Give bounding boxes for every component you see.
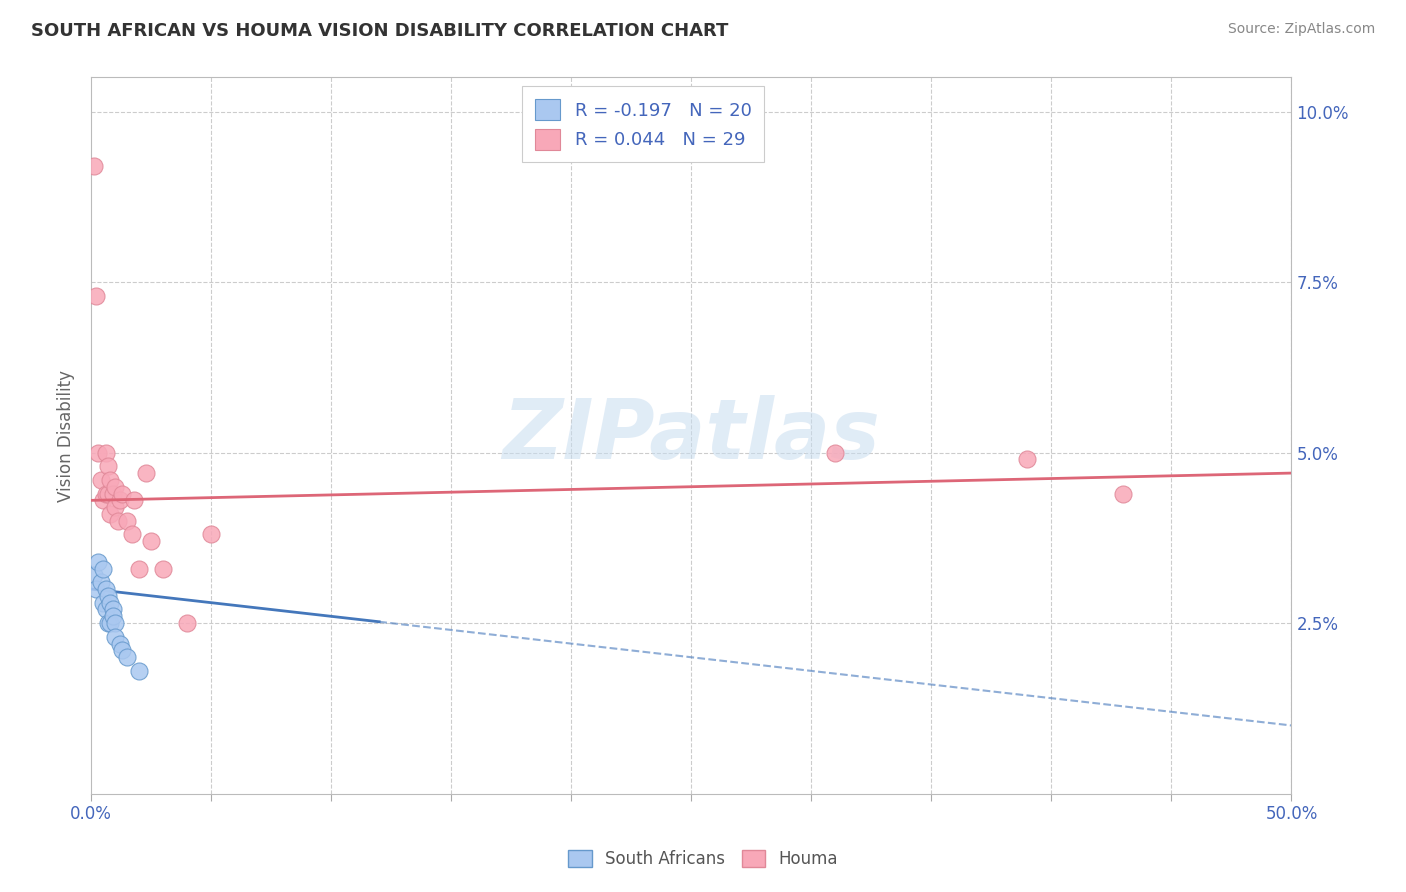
- Text: ZIPatlas: ZIPatlas: [502, 395, 880, 476]
- Point: [1112, 486, 1135, 500]
- Point: [84, 289, 107, 303]
- Point: [91, 561, 114, 575]
- Point: [98, 473, 121, 487]
- Point: [84, 582, 107, 596]
- Point: [101, 602, 124, 616]
- Point: [108, 493, 131, 508]
- Point: [87, 445, 110, 459]
- Point: [108, 637, 131, 651]
- Point: [141, 534, 163, 549]
- Point: [111, 643, 134, 657]
- Point: [98, 616, 121, 631]
- Point: [97, 459, 120, 474]
- Point: [824, 445, 846, 459]
- Point: [83, 159, 105, 173]
- Point: [87, 555, 110, 569]
- Point: [152, 561, 174, 575]
- Point: [107, 514, 129, 528]
- Point: [83, 568, 105, 582]
- Point: [91, 493, 114, 508]
- Point: [176, 616, 198, 631]
- Point: [90, 575, 112, 590]
- Point: [94, 602, 117, 616]
- Text: SOUTH AFRICAN VS HOUMA VISION DISABILITY CORRELATION CHART: SOUTH AFRICAN VS HOUMA VISION DISABILITY…: [31, 22, 728, 40]
- Point: [104, 480, 127, 494]
- Legend: South Africans, Houma: South Africans, Houma: [561, 843, 845, 875]
- Legend: R = -0.197   N = 20, R = 0.044   N = 29: R = -0.197 N = 20, R = 0.044 N = 29: [523, 87, 765, 162]
- Point: [115, 514, 138, 528]
- Point: [97, 486, 120, 500]
- Point: [115, 650, 138, 665]
- Point: [111, 486, 134, 500]
- Point: [135, 466, 157, 480]
- Point: [1017, 452, 1039, 467]
- Point: [97, 589, 120, 603]
- Point: [128, 664, 150, 678]
- Point: [124, 493, 146, 508]
- Point: [97, 616, 120, 631]
- Point: [121, 527, 143, 541]
- Point: [101, 609, 124, 624]
- Point: [94, 486, 117, 500]
- Point: [94, 582, 117, 596]
- Point: [104, 500, 127, 515]
- Point: [98, 507, 121, 521]
- Point: [90, 473, 112, 487]
- Point: [128, 561, 150, 575]
- Point: [91, 596, 114, 610]
- Point: [104, 616, 127, 631]
- Point: [98, 596, 121, 610]
- Y-axis label: Vision Disability: Vision Disability: [58, 369, 75, 501]
- Point: [101, 486, 124, 500]
- Text: Source: ZipAtlas.com: Source: ZipAtlas.com: [1227, 22, 1375, 37]
- Point: [200, 527, 222, 541]
- Point: [104, 630, 127, 644]
- Point: [94, 445, 117, 459]
